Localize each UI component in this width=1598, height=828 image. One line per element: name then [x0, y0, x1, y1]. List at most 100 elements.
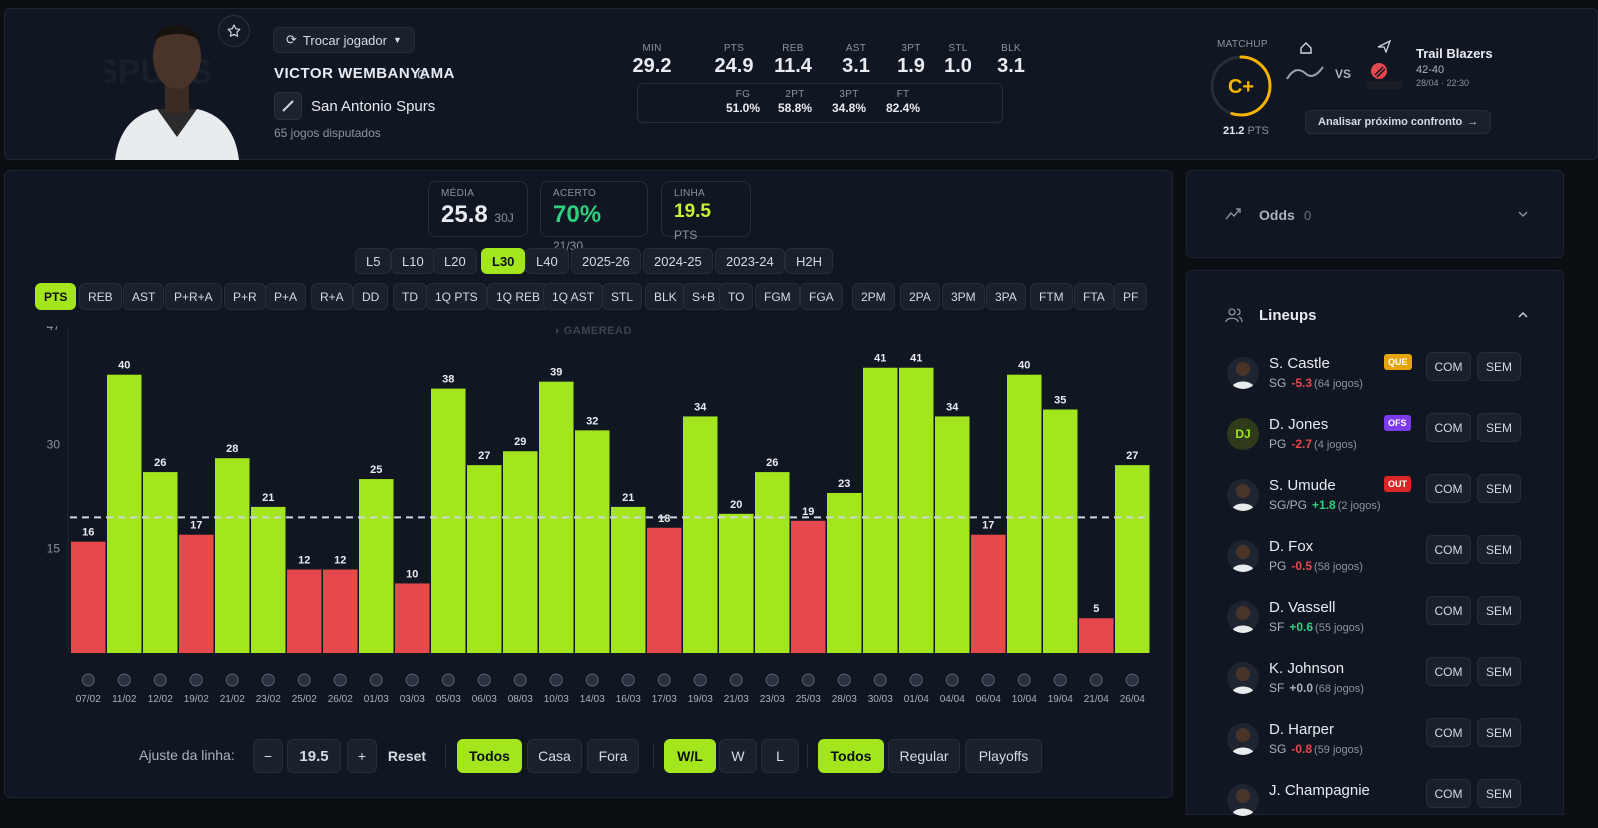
bar[interactable] [503, 451, 538, 653]
bar[interactable] [215, 458, 250, 653]
bar[interactable] [287, 569, 322, 653]
decrease-line-button[interactable]: − [253, 739, 283, 773]
filter-venue-todos[interactable]: Todos [457, 739, 522, 773]
bar[interactable] [1007, 374, 1042, 653]
market-blk[interactable]: BLK [645, 283, 686, 310]
bar[interactable] [323, 569, 358, 653]
filter-venue-casa[interactable]: Casa [527, 739, 582, 773]
bar[interactable] [863, 367, 898, 653]
with-player-button[interactable]: COM [1426, 535, 1471, 564]
range-l40[interactable]: L40 [525, 248, 569, 274]
market-r-a[interactable]: R+A [311, 283, 353, 310]
bar[interactable] [1115, 465, 1150, 653]
bar[interactable] [107, 374, 142, 653]
bar[interactable] [755, 472, 790, 653]
filter-season-todos[interactable]: Todos [818, 739, 884, 773]
market-1q-reb[interactable]: 1Q REB [487, 283, 550, 310]
without-player-button[interactable]: SEM [1477, 474, 1521, 503]
market-fgm[interactable]: FGM [755, 283, 800, 310]
filter-result-w[interactable]: W [719, 739, 757, 773]
analyze-matchup-button[interactable]: Analisar próximo confronto → [1305, 110, 1492, 134]
market-fga[interactable]: FGA [800, 283, 843, 310]
range-l10[interactable]: L10 [391, 248, 435, 274]
bar[interactable] [467, 465, 502, 653]
filter-season-playoffs[interactable]: Playoffs [965, 739, 1042, 773]
odds-section[interactable]: Odds 0 [1186, 170, 1564, 258]
without-player-button[interactable]: SEM [1477, 413, 1521, 442]
without-player-button[interactable]: SEM [1477, 718, 1521, 747]
favorite-star-icon[interactable] [218, 15, 250, 47]
market-s-b[interactable]: S+B [683, 283, 725, 310]
market-p-r-a[interactable]: P+R+A [165, 283, 222, 310]
with-player-button[interactable]: COM [1426, 718, 1471, 747]
bar[interactable] [431, 388, 466, 653]
filter-season-regular[interactable]: Regular [888, 739, 960, 773]
bar[interactable] [719, 513, 754, 653]
chevron-up-icon[interactable] [1517, 308, 1529, 326]
market-ast[interactable]: AST [123, 283, 165, 310]
with-player-button[interactable]: COM [1426, 474, 1471, 503]
without-player-button[interactable]: SEM [1477, 535, 1521, 564]
bar[interactable] [359, 479, 394, 653]
bar[interactable] [143, 472, 178, 653]
bar[interactable] [575, 430, 610, 653]
without-player-button[interactable]: SEM [1477, 657, 1521, 686]
market-1q-pts[interactable]: 1Q PTS [426, 283, 487, 310]
range-h2h[interactable]: H2H [785, 248, 834, 274]
market-p-r[interactable]: P+R [224, 283, 266, 310]
market-reb[interactable]: REB [79, 283, 122, 310]
market-pf[interactable]: PF [1114, 283, 1148, 310]
range-l30[interactable]: L30 [481, 248, 526, 274]
with-player-button[interactable]: COM [1426, 413, 1471, 442]
market-stl[interactable]: STL [602, 283, 643, 310]
market-1q-ast[interactable]: 1Q AST [543, 283, 604, 310]
market-3pa[interactable]: 3PA [986, 283, 1026, 310]
reset-button[interactable]: Reset [387, 748, 427, 764]
market-2pm[interactable]: 2PM [852, 283, 895, 310]
without-player-button[interactable]: SEM [1477, 596, 1521, 625]
market-td[interactable]: TD [393, 283, 427, 310]
market-fta[interactable]: FTA [1074, 283, 1114, 310]
bar[interactable] [1043, 409, 1078, 653]
with-player-button[interactable]: COM [1426, 352, 1471, 381]
range-l5[interactable]: L5 [355, 248, 392, 274]
range-2025-26[interactable]: 2025-26 [571, 248, 641, 274]
bar[interactable] [899, 367, 934, 653]
bar[interactable] [179, 534, 214, 653]
filter-result-l[interactable]: L [761, 739, 799, 773]
bar[interactable] [611, 506, 646, 653]
without-player-button[interactable]: SEM [1477, 779, 1521, 808]
filter-result-w-l[interactable]: W/L [664, 739, 716, 773]
market-to[interactable]: TO [719, 283, 754, 310]
team-logo-icon [274, 92, 302, 120]
with-player-button[interactable]: COM [1426, 657, 1471, 686]
range-2023-24[interactable]: 2023-24 [715, 248, 785, 274]
bar[interactable] [395, 583, 430, 653]
market-2pa[interactable]: 2PA [900, 283, 940, 310]
range-2024-25[interactable]: 2024-25 [643, 248, 713, 274]
market-dd[interactable]: DD [353, 283, 389, 310]
bar[interactable] [827, 492, 862, 653]
bar[interactable] [647, 527, 682, 653]
swap-player-button[interactable]: ⟳ Trocar jogador ▼ [273, 27, 415, 53]
market-pts[interactable]: PTS [35, 283, 77, 310]
filter-venue-fora[interactable]: Fora [587, 739, 639, 773]
range-l20[interactable]: L20 [433, 248, 477, 274]
chevron-down-icon[interactable] [1517, 207, 1529, 225]
increase-line-button[interactable]: + [347, 739, 377, 773]
shooting-value: 34.8% [831, 101, 867, 115]
bar[interactable] [683, 416, 718, 653]
bar[interactable] [71, 541, 106, 653]
market-p-a[interactable]: P+A [265, 283, 307, 310]
bar[interactable] [971, 534, 1006, 653]
bar[interactable] [251, 506, 286, 653]
without-player-button[interactable]: SEM [1477, 352, 1521, 381]
market-ftm[interactable]: FTM [1030, 283, 1073, 310]
line-value-input[interactable]: 19.5 [287, 739, 341, 773]
with-player-button[interactable]: COM [1426, 596, 1471, 625]
with-player-button[interactable]: COM [1426, 779, 1471, 808]
bar[interactable] [935, 416, 970, 653]
market-3pm[interactable]: 3PM [942, 283, 985, 310]
bar[interactable] [791, 520, 826, 653]
bar[interactable] [1079, 618, 1114, 653]
